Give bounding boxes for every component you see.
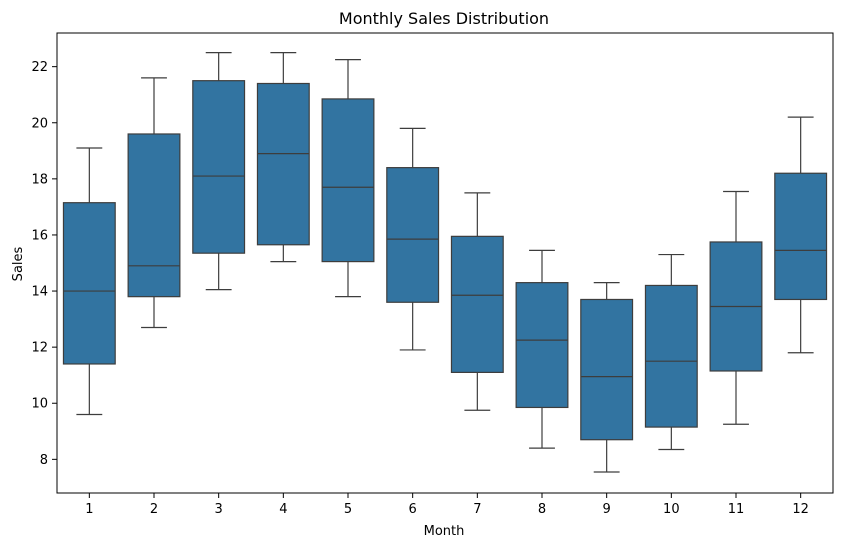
x-tick-label: 9 <box>603 502 611 517</box>
y-tick-label: 20 <box>31 116 48 131</box>
x-tick-label: 12 <box>792 502 809 517</box>
box-month-1 <box>62 202 116 365</box>
y-tick-label: 8 <box>40 453 48 468</box>
box-month-12 <box>774 172 828 301</box>
box-month-3 <box>192 80 246 254</box>
y-tick-label: 18 <box>31 172 48 187</box>
x-tick-label: 3 <box>215 502 223 517</box>
x-tick-label: 11 <box>728 502 745 517</box>
box-month-8 <box>515 282 569 409</box>
plot-frame <box>56 32 834 494</box>
box-month-9 <box>580 298 634 441</box>
x-tick-label: 2 <box>150 502 158 517</box>
x-tick-label: 10 <box>663 502 680 517</box>
box-month-10 <box>644 284 698 428</box>
y-tick-label: 16 <box>31 228 48 243</box>
y-tick-label: 22 <box>31 60 48 75</box>
box-month-2 <box>127 133 181 298</box>
box-month-5 <box>321 98 375 263</box>
y-tick-label: 12 <box>31 341 48 356</box>
x-axis-label: Month <box>424 524 465 539</box>
x-tick-label: 8 <box>538 502 546 517</box>
y-tick-label: 10 <box>31 397 48 412</box>
box-month-6 <box>386 167 440 303</box>
x-tick-label: 7 <box>473 502 481 517</box>
chart-title: Monthly Sales Distribution <box>339 9 549 28</box>
x-tick-label: 5 <box>344 502 352 517</box>
x-tick-label: 6 <box>409 502 417 517</box>
box-month-7 <box>450 235 504 373</box>
box-month-4 <box>256 82 310 246</box>
x-tick-label: 4 <box>279 502 287 517</box>
y-tick-label: 14 <box>31 285 48 300</box>
x-tick-label: 1 <box>85 502 93 517</box>
y-axis-label: Sales <box>11 246 26 281</box>
